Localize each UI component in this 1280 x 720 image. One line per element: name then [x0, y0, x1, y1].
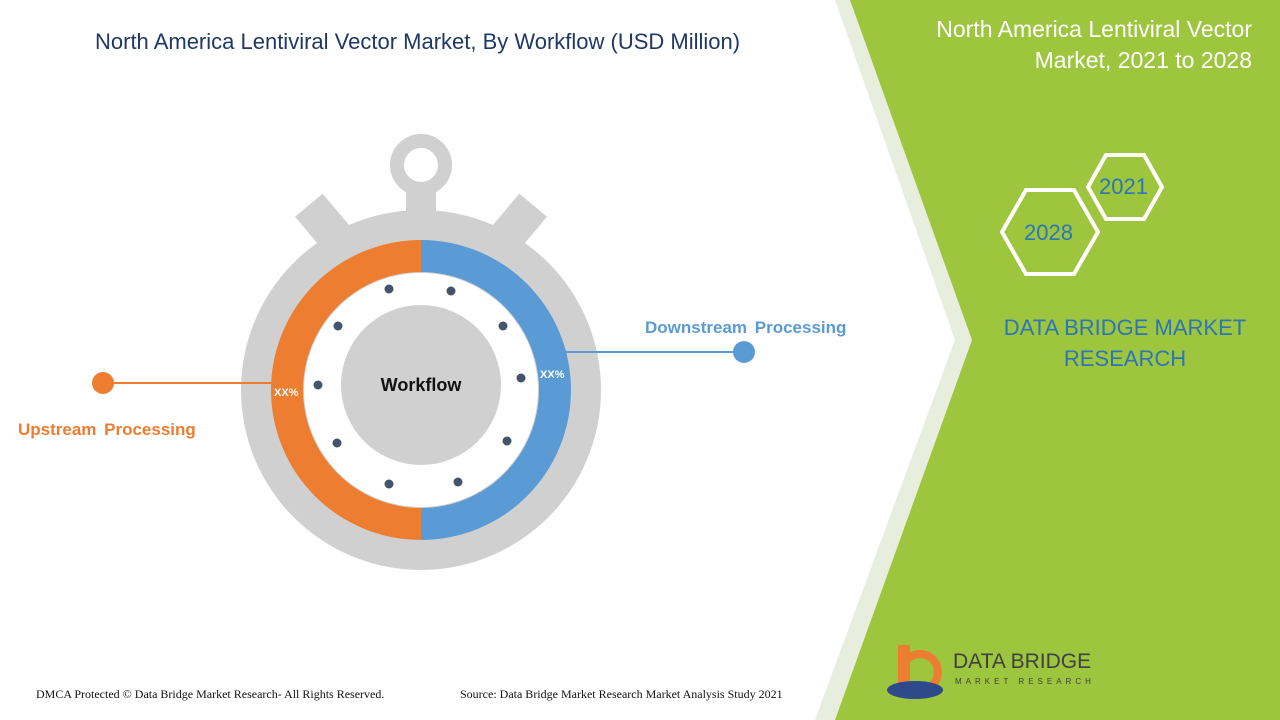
- connector-dot: [733, 341, 755, 363]
- upstream-segment: [271, 240, 421, 540]
- center-label: Workflow: [380, 375, 462, 395]
- segment-share: XX%: [274, 387, 299, 399]
- brand: DATA BRIDGE MARKET RESEARCH: [1003, 315, 1247, 371]
- connector-dot: [92, 372, 114, 394]
- logo-icon: [887, 681, 943, 699]
- segment-share: XX%: [540, 369, 565, 381]
- dial-dots: [313, 284, 526, 489]
- year: 2021: [1099, 174, 1148, 199]
- footer-left: DMCA Protected © Data Bridge Market Rese…: [36, 687, 385, 701]
- downstream-segment: [421, 240, 571, 540]
- hexagon: [1085, 153, 1165, 221]
- center-disc: [341, 305, 501, 465]
- segment-label: Upstream Processing: [18, 420, 196, 439]
- year: 2028: [1024, 220, 1073, 245]
- crown-ring: [390, 134, 452, 196]
- footer-right: Source: Data Bridge Market Research Mark…: [460, 687, 783, 701]
- segment-label: Downstream Processing: [645, 318, 847, 337]
- title: North America Lentiviral Vector Market, …: [95, 29, 741, 54]
- side-panel: [835, 0, 1280, 720]
- logo-name: DATA BRIDGE: [953, 650, 1092, 673]
- logo-tagline: MARKET RESEARCH: [955, 677, 1095, 686]
- hexagon: [999, 188, 1101, 276]
- side-title: North America Lentiviral Vector Market, …: [936, 16, 1252, 73]
